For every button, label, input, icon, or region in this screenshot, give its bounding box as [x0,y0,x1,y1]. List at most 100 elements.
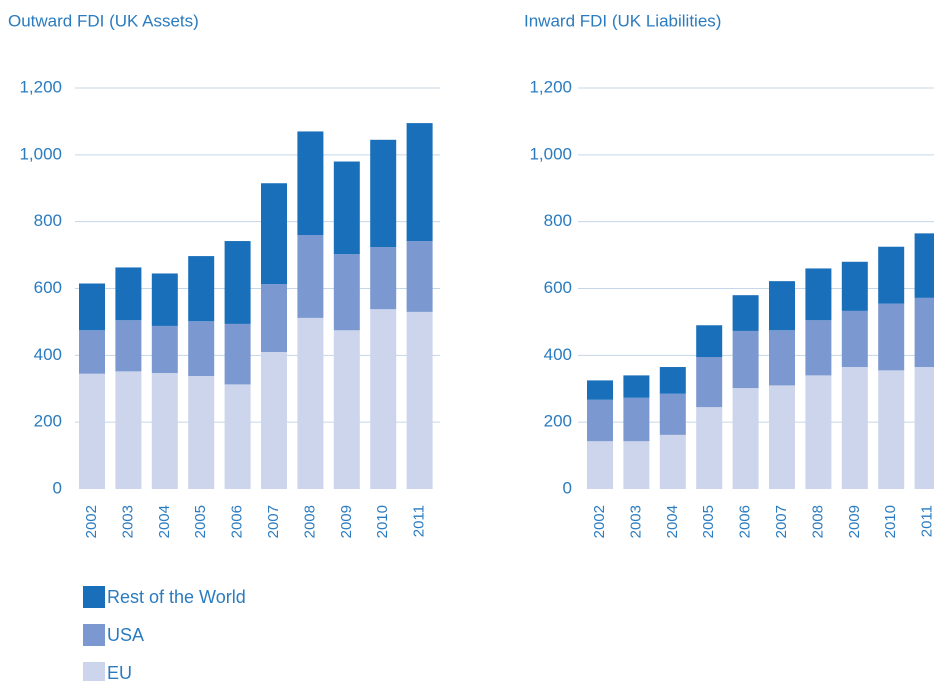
bar-segment [805,320,832,376]
bar-segment [769,281,795,331]
y-tick-label: 200 [544,412,572,431]
bar-segment [406,241,433,312]
x-tick-label: 2009 [846,505,863,538]
bar-segment [188,256,215,322]
x-tick-label: 2008 [809,505,826,538]
x-tick-label: 2005 [700,505,717,538]
bar-segment [151,373,178,489]
bar-segment [696,325,723,358]
chart-title: Outward FDI (UK Assets) [8,11,199,30]
x-tick-label: 2007 [265,505,282,538]
legend-label: EU [107,663,132,681]
bar-segment [79,373,105,489]
bar-segment [769,385,795,489]
bar-segment [769,330,795,386]
bar-segment [914,367,934,489]
y-tick-label: 600 [544,278,572,297]
x-tick-label: 2004 [156,505,173,538]
bar-segment [188,321,215,377]
x-tick-label: 2008 [301,505,318,538]
bar-segment [261,183,287,285]
legend-swatch [83,662,105,681]
x-tick-label: 2002 [591,505,608,538]
bar-segment [914,297,934,368]
bar-segment [406,311,433,489]
bar-segment [841,367,868,489]
bar-segment [805,375,832,489]
bar-segment [841,261,868,311]
bar-segment [79,330,105,374]
bar-segment [659,367,686,394]
bar-segment [878,303,905,371]
bar-segment [659,393,686,435]
x-tick-label: 2006 [737,505,754,538]
x-tick-label: 2011 [919,505,934,537]
x-tick-label: 2007 [773,505,790,538]
bar-segment [623,397,650,442]
bar-segment [79,283,105,331]
x-tick-label: 2004 [664,505,681,538]
bar-segment [115,371,142,489]
x-tick-label: 2010 [374,505,391,538]
bar-segment [623,441,650,489]
bar-segment [732,330,759,389]
bar-segment [297,317,324,489]
chart-title: Inward FDI (UK Liabilities) [524,11,721,30]
legend-label: USA [107,625,144,645]
bar-segment [370,309,397,489]
bar-segment [587,399,613,442]
bar-segment [115,267,142,321]
bar-segment [224,241,251,324]
bar-segment [370,139,397,248]
bar-segment [333,254,360,331]
bar-segment [659,434,686,489]
y-tick-label: 0 [563,478,572,497]
bar-segment [224,384,251,489]
x-tick-label: 2003 [627,505,644,538]
y-tick-label: 0 [53,478,62,497]
bar-segment [115,320,142,372]
bar-segment [297,131,324,236]
bar-segment [297,235,324,318]
legend-label: Rest of the World [107,587,246,607]
bar-segment [732,295,759,331]
y-tick-label: 1,200 [19,77,62,96]
y-tick-label: 1,200 [529,77,572,96]
x-tick-label: 2003 [119,505,136,538]
y-tick-label: 800 [544,211,572,230]
bar-segment [188,376,215,489]
bar-segment [151,273,178,326]
bar-segment [878,246,905,304]
bar-segment [261,284,287,352]
bar-segment [696,407,723,489]
x-tick-label: 2005 [192,505,209,538]
legend-swatch [83,624,105,646]
bar-segment [623,375,650,398]
x-tick-label: 2010 [882,505,899,538]
bar-segment [696,357,723,408]
bar-segment [587,441,613,489]
y-tick-label: 400 [34,345,62,364]
bar-segment [914,233,934,298]
bar-segment [224,323,251,385]
bar-segment [370,247,397,310]
x-tick-label: 2011 [411,505,428,537]
x-tick-label: 2006 [229,505,246,538]
bar-segment [333,330,360,489]
legend-swatch [83,586,105,608]
bar-segment [587,380,613,400]
bar-segment [878,370,905,489]
bar-segment [333,161,360,255]
y-tick-label: 1,000 [529,144,572,163]
bar-segment [261,351,287,489]
y-tick-label: 800 [34,211,62,230]
y-tick-label: 600 [34,278,62,297]
bar-segment [841,310,868,368]
x-tick-label: 2009 [338,505,355,538]
y-tick-label: 1,000 [19,144,62,163]
bar-segment [406,123,433,242]
bar-segment [805,268,832,321]
y-tick-label: 200 [34,412,62,431]
bar-segment [732,388,759,489]
